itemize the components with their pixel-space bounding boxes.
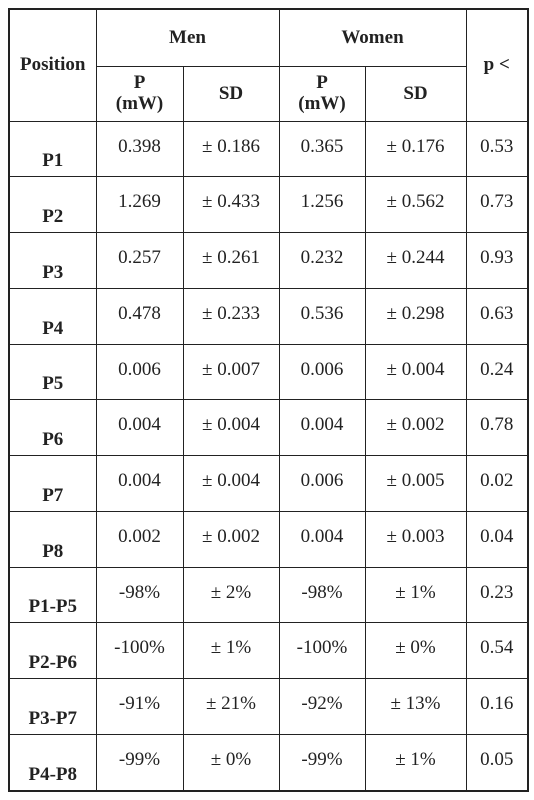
cell: ± 0.004 xyxy=(364,343,467,401)
header-sub: SD xyxy=(364,65,467,122)
table-row: P2-P6 -100% ± 1% -100% ± 0% 0.54 xyxy=(8,622,529,680)
cell: ± 0.186 xyxy=(182,120,280,178)
cell: 0.63 xyxy=(465,287,529,345)
cell: ± 0.562 xyxy=(364,176,467,234)
row-label: P1-P5 xyxy=(8,566,97,624)
cell: ± 21% xyxy=(182,678,280,735)
table-row: P8 0.002 ± 0.002 0.004 ± 0.003 0.04 xyxy=(8,510,529,568)
cell: 0.24 xyxy=(465,343,529,401)
table-row: P3 0.257 ± 0.261 0.232 ± 0.244 0.93 xyxy=(8,232,529,289)
cell: ± 0.004 xyxy=(182,455,280,512)
cell: -91% xyxy=(95,678,184,735)
cell: 0.232 xyxy=(278,232,366,289)
cell: 0.536 xyxy=(278,287,366,345)
cell: -100% xyxy=(95,622,184,680)
table-row: P2 1.269 ± 0.433 1.256 ± 0.562 0.73 xyxy=(8,176,529,234)
cell: 0.365 xyxy=(278,120,366,178)
header-sub-text: P (mW) xyxy=(298,71,346,115)
cell: -99% xyxy=(278,733,366,792)
row-label: P2 xyxy=(8,176,97,234)
cell: 0.004 xyxy=(278,510,366,568)
table-row: P5 0.006 ± 0.007 0.006 ± 0.004 0.24 xyxy=(8,343,529,401)
cell: 0.02 xyxy=(465,455,529,512)
table-row: P1-P5 -98% ± 2% -98% ± 1% 0.23 xyxy=(8,566,529,624)
table-row: P4 0.478 ± 0.233 0.536 ± 0.298 0.63 xyxy=(8,287,529,345)
cell: ± 2% xyxy=(182,566,280,624)
cell: 0.23 xyxy=(465,566,529,624)
table-row: P3-P7 -91% ± 21% -92% ± 13% 0.16 xyxy=(8,678,529,735)
row-label: P8 xyxy=(8,510,97,568)
cell: -99% xyxy=(95,733,184,792)
cell: 0.93 xyxy=(465,232,529,289)
cell: ± 0.233 xyxy=(182,287,280,345)
cell: 0.002 xyxy=(95,510,184,568)
cell: 0.04 xyxy=(465,510,529,568)
row-label: P1 xyxy=(8,120,97,178)
cell: ± 0.002 xyxy=(182,510,280,568)
cell: ± 0.003 xyxy=(364,510,467,568)
cell: ± 0.005 xyxy=(364,455,467,512)
cell: ± 0% xyxy=(364,622,467,680)
header-p: p < xyxy=(465,8,529,122)
cell: 0.398 xyxy=(95,120,184,178)
cell: ± 0.004 xyxy=(182,399,280,457)
cell: 0.006 xyxy=(95,343,184,401)
cell: ± 0.298 xyxy=(364,287,467,345)
cell: 0.478 xyxy=(95,287,184,345)
cell: ± 1% xyxy=(364,733,467,792)
table-row: P7 0.004 ± 0.004 0.006 ± 0.005 0.02 xyxy=(8,455,529,512)
cell: -98% xyxy=(95,566,184,624)
cell: ± 0.176 xyxy=(364,120,467,178)
cell: ± 0.007 xyxy=(182,343,280,401)
header-group: Men xyxy=(95,8,280,67)
header-group: Women xyxy=(278,8,467,67)
cell: 0.73 xyxy=(465,176,529,234)
cell: ± 0% xyxy=(182,733,280,792)
cell: -100% xyxy=(278,622,366,680)
cell: 1.269 xyxy=(95,176,184,234)
cell: 0.006 xyxy=(278,455,366,512)
header-sub-text: P (mW) xyxy=(115,71,164,115)
cell: 0.257 xyxy=(95,232,184,289)
cell: -92% xyxy=(278,678,366,735)
table-row: P4-P8 -99% ± 0% -99% ± 1% 0.05 xyxy=(8,733,529,792)
cell: 0.05 xyxy=(465,733,529,792)
cell: ± 13% xyxy=(364,678,467,735)
row-label: P3 xyxy=(8,232,97,289)
cell: 0.53 xyxy=(465,120,529,178)
cell: 0.006 xyxy=(278,343,366,401)
cell: 0.004 xyxy=(278,399,366,457)
cell: 0.004 xyxy=(95,455,184,512)
cell: ± 1% xyxy=(364,566,467,624)
table-row: P6 0.004 ± 0.004 0.004 ± 0.002 0.78 xyxy=(8,399,529,457)
row-label: P7 xyxy=(8,455,97,512)
cell: 0.004 xyxy=(95,399,184,457)
header-position: Position xyxy=(8,8,97,122)
cell: 0.54 xyxy=(465,622,529,680)
table-body: P1 0.398 ± 0.186 0.365 ± 0.176 0.53 P2 1.269 ± 0… xyxy=(8,120,529,792)
row-label: P3-P7 xyxy=(8,678,97,735)
cell: ± 1% xyxy=(182,622,280,680)
header-sub: P (mW) xyxy=(95,65,184,122)
data-table: Position Men Women p < P (mW) SD P (mW) … xyxy=(8,8,529,792)
cell: ± 0.261 xyxy=(182,232,280,289)
cell: ± 0.002 xyxy=(364,399,467,457)
cell: -98% xyxy=(278,566,366,624)
table-row: P1 0.398 ± 0.186 0.365 ± 0.176 0.53 xyxy=(8,120,529,178)
header-sub: P (mW) xyxy=(278,65,366,122)
cell: 1.256 xyxy=(278,176,366,234)
row-label: P4-P8 xyxy=(8,733,97,792)
row-label: P6 xyxy=(8,399,97,457)
header-sub: SD xyxy=(182,65,280,122)
row-label: P2-P6 xyxy=(8,622,97,680)
cell: 0.16 xyxy=(465,678,529,735)
cell: ± 0.244 xyxy=(364,232,467,289)
cell: 0.78 xyxy=(465,399,529,457)
row-label: P4 xyxy=(8,287,97,345)
cell: ± 0.433 xyxy=(182,176,280,234)
row-label: P5 xyxy=(8,343,97,401)
